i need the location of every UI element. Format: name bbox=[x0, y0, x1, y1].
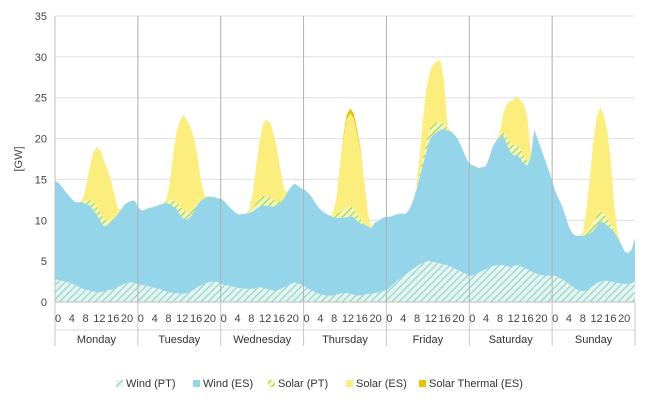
hour-tick-wednesday-20: 20 bbox=[287, 313, 299, 325]
y-tick-5: 5 bbox=[41, 256, 47, 268]
area-solar-es bbox=[55, 60, 635, 253]
hour-tick-wednesday-8: 8 bbox=[248, 313, 254, 325]
hour-tick-friday-16: 16 bbox=[439, 313, 451, 325]
hour-tick-wednesday-12: 12 bbox=[259, 313, 271, 325]
hour-tick-wednesday-4: 4 bbox=[234, 313, 240, 325]
hour-tick-sunday-12: 12 bbox=[590, 313, 602, 325]
hour-tick-monday-0: 0 bbox=[55, 313, 61, 325]
legend: Wind (PT) Wind (ES) Solar (PT) Solar (ES) So… bbox=[116, 378, 523, 390]
hour-tick-saturday-16: 16 bbox=[521, 313, 533, 325]
y-tick-10: 10 bbox=[35, 215, 47, 227]
hour-tick-saturday-12: 12 bbox=[508, 313, 520, 325]
hour-tick-tuesday-8: 8 bbox=[165, 313, 171, 325]
hour-tick-sunday-4: 4 bbox=[566, 313, 572, 325]
hour-tick-thursday-0: 0 bbox=[304, 313, 310, 325]
legend-label-solar-pt: Solar (PT) bbox=[278, 378, 328, 390]
day-label-monday: Monday bbox=[77, 334, 117, 346]
day-label-sunday: Sunday bbox=[575, 334, 613, 346]
hour-tick-tuesday-12: 12 bbox=[176, 313, 188, 325]
hour-tick-monday-8: 8 bbox=[83, 313, 89, 325]
hour-tick-sunday-8: 8 bbox=[580, 313, 586, 325]
y-tick-25: 25 bbox=[35, 93, 47, 105]
legend-label-solar-es: Solar (ES) bbox=[356, 378, 407, 390]
hour-tick-friday-8: 8 bbox=[414, 313, 420, 325]
area-wind-pt bbox=[55, 261, 635, 302]
y-tick-35: 35 bbox=[35, 11, 47, 23]
y-tick-0: 0 bbox=[41, 297, 47, 309]
legend-swatch-solar-pt bbox=[268, 380, 275, 387]
hour-tick-tuesday-16: 16 bbox=[190, 313, 202, 325]
day-label-thursday: Thursday bbox=[322, 334, 368, 346]
hour-tick-wednesday-0: 0 bbox=[221, 313, 227, 325]
hour-tick-saturday-0: 0 bbox=[469, 313, 475, 325]
hour-tick-thursday-8: 8 bbox=[331, 313, 337, 325]
legend-swatch-solar-thermal-es bbox=[419, 380, 426, 387]
hour-tick-wednesday-16: 16 bbox=[273, 313, 285, 325]
day-label-saturday: Saturday bbox=[489, 334, 534, 346]
hour-tick-monday-4: 4 bbox=[69, 313, 75, 325]
day-label-tuesday: Tuesday bbox=[158, 334, 200, 346]
hour-tick-saturday-4: 4 bbox=[483, 313, 489, 325]
hour-tick-saturday-8: 8 bbox=[497, 313, 503, 325]
y-tick-20: 20 bbox=[35, 134, 47, 146]
area-series bbox=[55, 60, 635, 302]
day-separators bbox=[137, 16, 553, 302]
hour-tick-thursday-20: 20 bbox=[369, 313, 381, 325]
legend-swatch-solar-es bbox=[346, 380, 353, 387]
hour-tick-saturday-20: 20 bbox=[535, 313, 547, 325]
hour-tick-monday-16: 16 bbox=[107, 313, 119, 325]
hour-tick-monday-20: 20 bbox=[121, 313, 133, 325]
legend-label-solar-thermal-es: Solar Thermal (ES) bbox=[429, 378, 523, 390]
y-axis-label: [GW] bbox=[13, 146, 25, 171]
hour-tick-sunday-20: 20 bbox=[618, 313, 630, 325]
hour-tick-thursday-12: 12 bbox=[342, 313, 354, 325]
legend-swatch-wind-es bbox=[193, 380, 200, 387]
hour-tick-thursday-16: 16 bbox=[356, 313, 368, 325]
hour-tick-thursday-4: 4 bbox=[317, 313, 323, 325]
hour-tick-friday-12: 12 bbox=[425, 313, 437, 325]
day-label-wednesday: Wednesday bbox=[233, 334, 291, 346]
hour-tick-tuesday-0: 0 bbox=[138, 313, 144, 325]
area-wind-es bbox=[55, 128, 635, 296]
y-axis: 0 5 10 15 20 25 30 35 bbox=[35, 11, 56, 309]
legend-swatch-wind-pt bbox=[116, 380, 123, 387]
y-tick-15: 15 bbox=[35, 174, 47, 186]
hour-tick-tuesday-4: 4 bbox=[152, 313, 158, 325]
hour-tick-friday-4: 4 bbox=[400, 313, 406, 325]
hour-tick-friday-0: 0 bbox=[386, 313, 392, 325]
hour-tick-monday-12: 12 bbox=[93, 313, 105, 325]
legend-label-wind-es: Wind (ES) bbox=[203, 378, 253, 390]
day-label-friday: Friday bbox=[413, 334, 444, 346]
hour-tick-friday-20: 20 bbox=[452, 313, 464, 325]
hour-tick-tuesday-20: 20 bbox=[204, 313, 216, 325]
hour-tick-sunday-16: 16 bbox=[604, 313, 616, 325]
legend-label-wind-pt: Wind (PT) bbox=[126, 378, 176, 390]
hour-tick-sunday-0: 0 bbox=[552, 313, 558, 325]
y-tick-30: 30 bbox=[35, 52, 47, 64]
